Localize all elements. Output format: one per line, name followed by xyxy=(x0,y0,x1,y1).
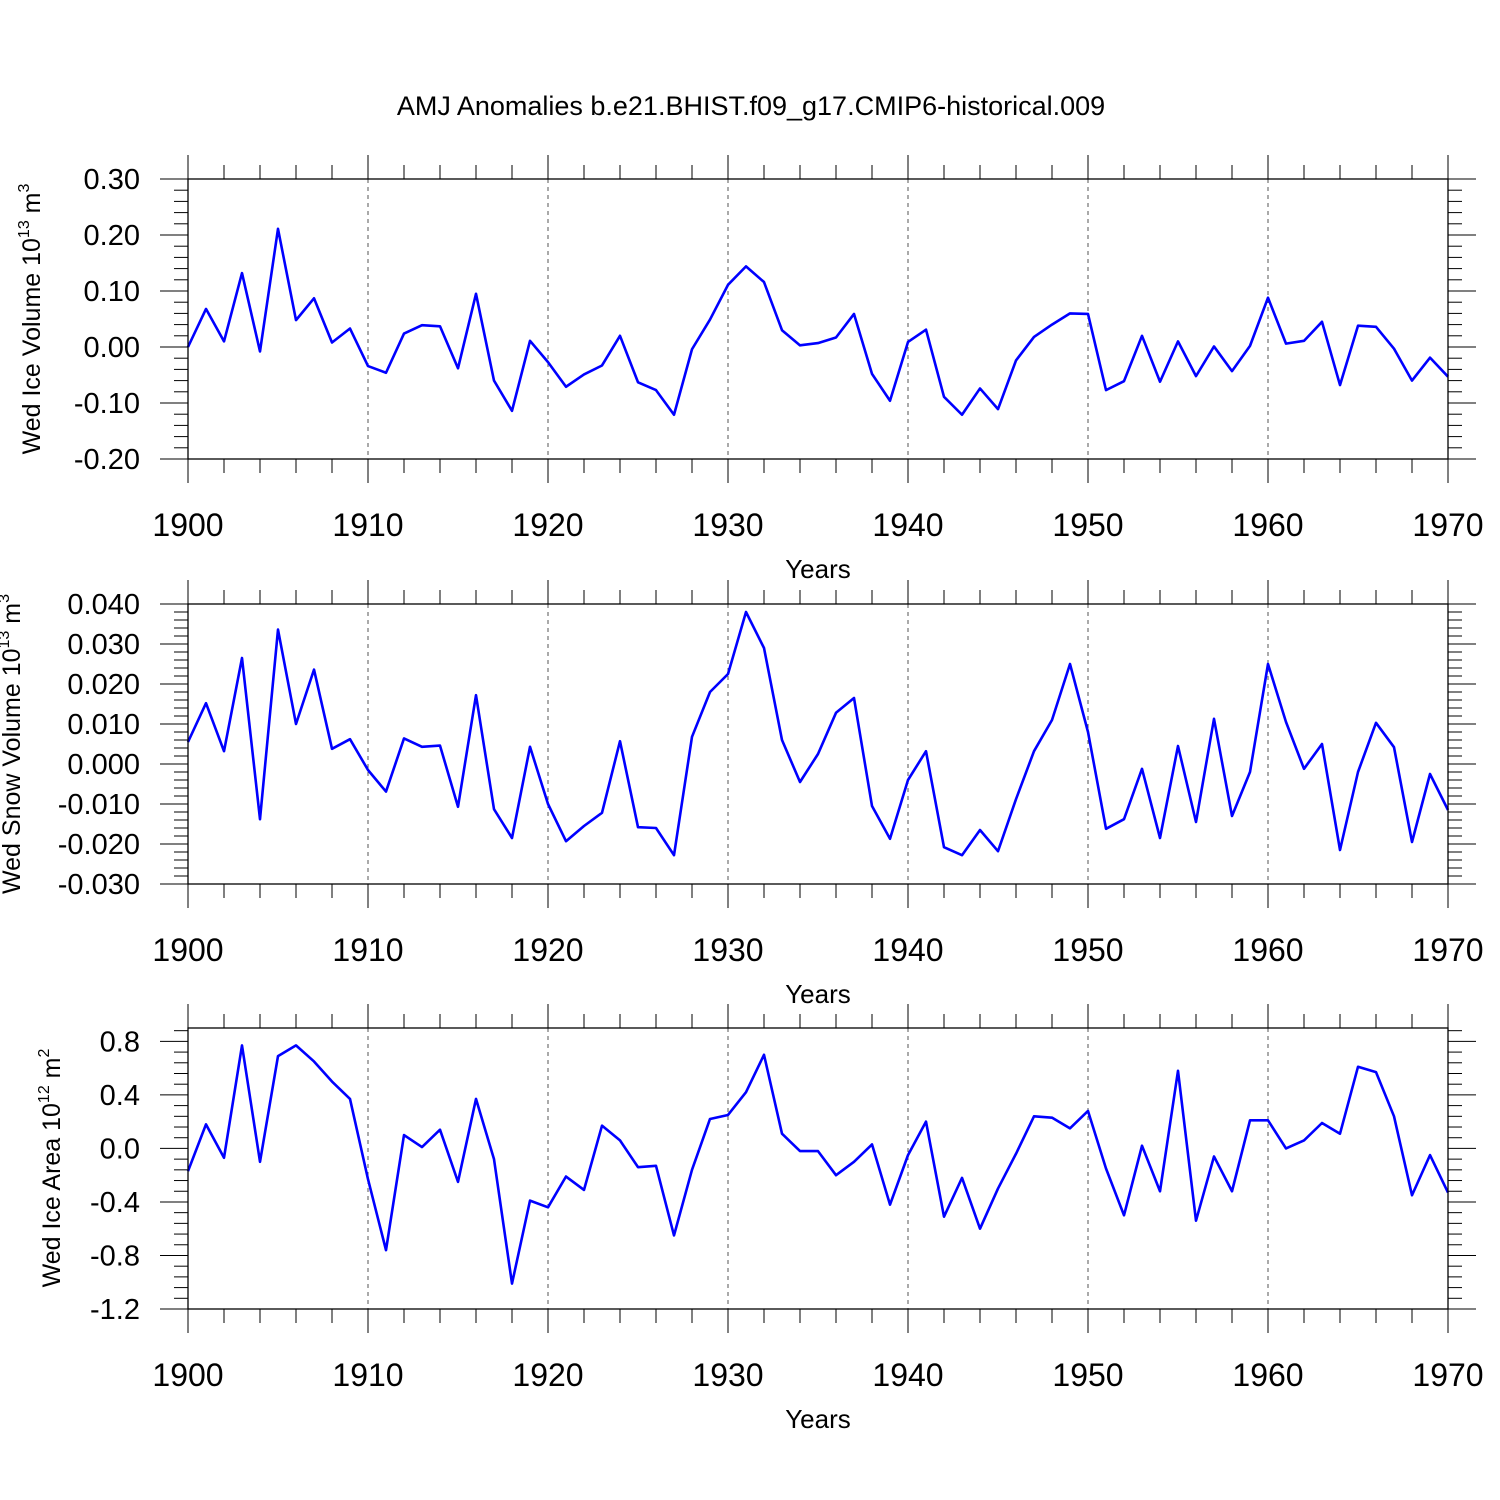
x-tick-label: 1910 xyxy=(332,507,403,543)
plot-frame xyxy=(187,178,1449,460)
x-tick-label: 1950 xyxy=(1052,932,1123,968)
y-axis-label: Wed Ice Area 1012 m2 xyxy=(36,1048,66,1287)
y-tick-label: 0.8 xyxy=(100,1026,140,1058)
x-tick-label: 1940 xyxy=(872,932,943,968)
y-tick-label: 0.000 xyxy=(67,749,140,781)
y-tick-label: -0.20 xyxy=(74,444,140,476)
series-line xyxy=(186,1044,1450,1285)
x-tick-label: 1900 xyxy=(152,1357,223,1393)
y-tick-label: 0.040 xyxy=(67,589,140,621)
y-tick-label: 0.030 xyxy=(67,629,140,661)
y-tick-label: 0.010 xyxy=(67,709,140,741)
x-tick-label: 1970 xyxy=(1412,1357,1483,1393)
x-tick-label: 1920 xyxy=(512,1357,583,1393)
y-axis-label-text: Wed Ice Area 10 xyxy=(38,1103,66,1287)
x-tick-label: 1910 xyxy=(332,1357,403,1393)
series-line xyxy=(186,610,1450,857)
y-axis-label-unit: m xyxy=(18,192,46,220)
y-axis-label-exponent: 12 xyxy=(36,1085,53,1103)
x-tick-label: 1970 xyxy=(1412,932,1483,968)
x-tick-label: 1950 xyxy=(1052,1357,1123,1393)
x-tick-label: 1910 xyxy=(332,932,403,968)
y-tick-label: -0.010 xyxy=(58,789,140,821)
y-axis-label-unit: m xyxy=(0,603,26,631)
y-tick-label: 0.20 xyxy=(84,220,140,252)
y-tick-label: 0.4 xyxy=(100,1080,140,1112)
y-tick-label: -0.4 xyxy=(90,1187,140,1219)
x-tick-label: 1960 xyxy=(1232,1357,1303,1393)
y-tick-label: -0.8 xyxy=(90,1240,140,1272)
y-tick-label: 0.10 xyxy=(84,276,140,308)
x-axis-label: Years xyxy=(785,979,851,1009)
x-tick-label: 1940 xyxy=(872,507,943,543)
y-axis-label-exponent: 13 xyxy=(0,631,13,649)
y-axis-label-unit-exponent: 3 xyxy=(0,594,13,603)
y-axis-label: Wed Ice Volume 1013 m3 xyxy=(16,183,46,454)
chart-title: AMJ Anomalies b.e21.BHIST.f09_g17.CMIP6-… xyxy=(397,91,1105,121)
y-axis-label-unit-exponent: 2 xyxy=(36,1048,53,1057)
y-axis-label-unit-exponent: 3 xyxy=(16,183,33,192)
y-tick-label: -1.2 xyxy=(90,1294,140,1326)
x-tick-label: 1930 xyxy=(692,932,763,968)
snow-volume-panel: -0.030 -0.020 -0.010 0.000 0.010 0.020 0.030 0.… xyxy=(0,580,1484,1009)
x-axis-label: Years xyxy=(785,1404,851,1434)
y-tick-label: 0.0 xyxy=(100,1133,140,1165)
x-tick-label: 1960 xyxy=(1232,507,1303,543)
y-tick-label: 0.020 xyxy=(67,669,140,701)
x-tick-label: 1930 xyxy=(692,507,763,543)
plot-frame xyxy=(187,603,1449,885)
y-tick-label: -0.030 xyxy=(58,869,140,901)
y-tick-label: -0.020 xyxy=(58,829,140,861)
x-tick-label: 1900 xyxy=(152,932,223,968)
x-tick-label: 1970 xyxy=(1412,507,1483,543)
series-line xyxy=(186,227,1449,417)
y-tick-label: 0.00 xyxy=(84,332,140,364)
x-tick-label: 1920 xyxy=(512,507,583,543)
y-axis-label-text: Wed Snow Volume 10 xyxy=(0,648,26,894)
y-axis-label-text: Wed Ice Volume 10 xyxy=(18,238,46,454)
y-tick-label: 0.30 xyxy=(84,164,140,196)
plot-frame xyxy=(187,1027,1449,1310)
x-tick-label: 1940 xyxy=(872,1357,943,1393)
y-axis-label-unit: m xyxy=(38,1057,66,1085)
x-axis-label: Years xyxy=(785,554,851,584)
x-tick-label: 1930 xyxy=(692,1357,763,1393)
x-tick-label: 1920 xyxy=(512,932,583,968)
y-axis-label: Wed Snow Volume 1013 m3 xyxy=(0,594,26,894)
ice-area-panel: -1.2 -0.8 -0.4 0.0 0.4 0.8 1900 1910 1920 1930 194… xyxy=(36,1004,1484,1434)
x-tick-label: 1900 xyxy=(152,507,223,543)
ice-volume-panel: -0.20 -0.10 0.00 0.10 0.20 0.30 1900 1910 1920 19… xyxy=(16,155,1484,584)
x-tick-label: 1960 xyxy=(1232,932,1303,968)
x-tick-label: 1950 xyxy=(1052,507,1123,543)
y-tick-label: -0.10 xyxy=(74,388,140,420)
y-axis-label-exponent: 13 xyxy=(16,220,33,238)
